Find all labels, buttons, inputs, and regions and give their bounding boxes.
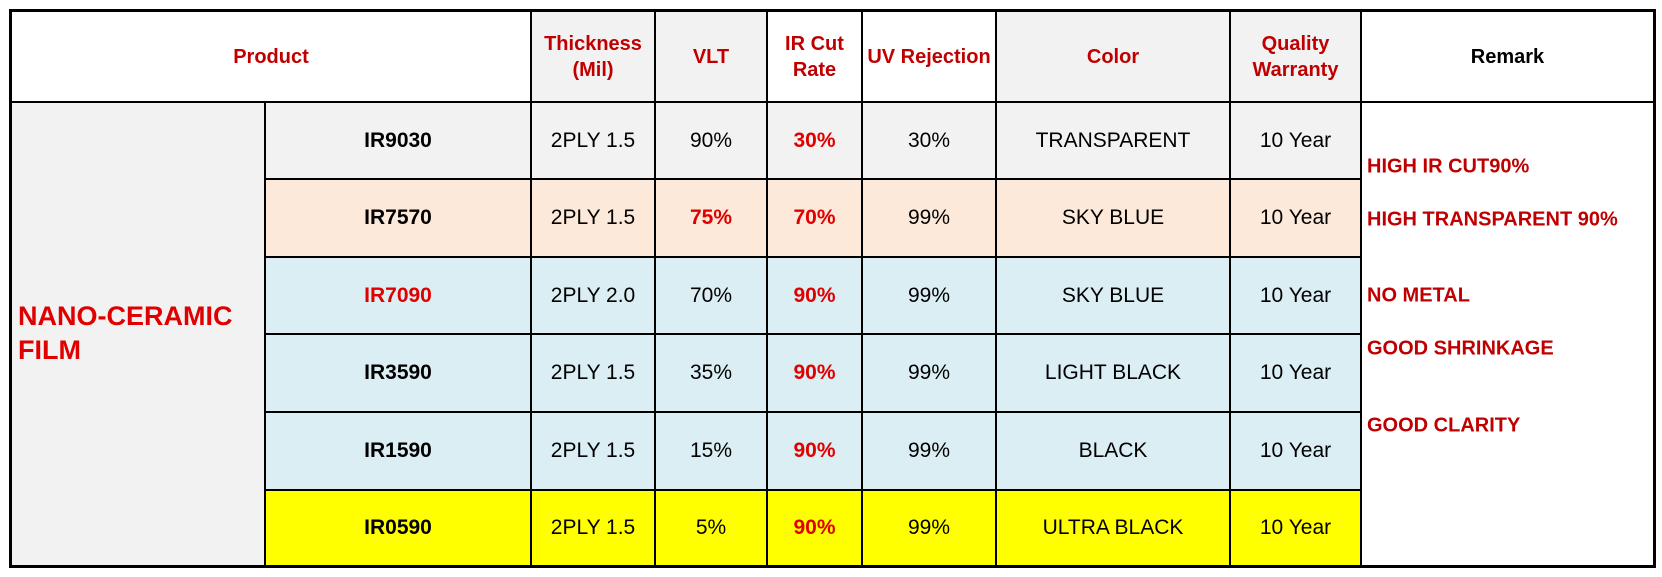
product-cell: IR9030: [265, 102, 531, 179]
data-cell: 5%: [655, 490, 767, 566]
remark: HIGH IR CUT90%: [1367, 155, 1530, 178]
data-cell: 90%: [767, 334, 862, 412]
remark: HIGH TRANSPARENT 90%: [1367, 208, 1618, 231]
data-cell: 99%: [862, 257, 996, 334]
data-cell: ULTRA BLACK: [996, 490, 1230, 566]
header-cell: VLT: [655, 11, 767, 102]
data-cell: 10 Year: [1230, 334, 1361, 412]
data-cell: 2PLY 2.0: [531, 257, 655, 334]
data-cell: 99%: [862, 334, 996, 412]
data-cell: TRANSPARENT: [996, 102, 1230, 179]
data-cell: 90%: [767, 490, 862, 566]
data-cell: 10 Year: [1230, 179, 1361, 257]
remark: GOOD CLARITY: [1367, 414, 1521, 437]
data-cell: 10 Year: [1230, 490, 1361, 566]
product-cell: IR7570: [265, 179, 531, 257]
header-cell: Color: [996, 11, 1230, 102]
data-cell: 90%: [655, 102, 767, 179]
data-cell: 90%: [767, 412, 862, 490]
data-cell: 99%: [862, 412, 996, 490]
header-cell: UV Rejection: [862, 11, 996, 102]
data-cell: 10 Year: [1230, 412, 1361, 490]
remark: GOOD SHRINKAGE: [1367, 337, 1554, 360]
data-cell: 30%: [767, 102, 862, 179]
header-cell: Quality Warranty: [1230, 11, 1361, 102]
data-cell: 70%: [655, 257, 767, 334]
data-cell: 35%: [655, 334, 767, 412]
header-cell: IR Cut Rate: [767, 11, 862, 102]
data-cell: 2PLY 1.5: [531, 102, 655, 179]
data-cell: BLACK: [996, 412, 1230, 490]
data-cell: LIGHT BLACK: [996, 334, 1230, 412]
data-cell: 10 Year: [1230, 257, 1361, 334]
data-cell: 99%: [862, 179, 996, 257]
category-cell: NANO-CERAMIC FILM: [11, 102, 265, 566]
data-cell: SKY BLUE: [996, 257, 1230, 334]
data-cell: 75%: [655, 179, 767, 257]
data-cell: 2PLY 1.5: [531, 490, 655, 566]
data-cell: 90%: [767, 257, 862, 334]
data-cell: 70%: [767, 179, 862, 257]
product-cell: IR0590: [265, 490, 531, 566]
header-cell: Product: [11, 11, 531, 102]
product-cell: IR7090: [265, 257, 531, 334]
data-cell: 10 Year: [1230, 102, 1361, 179]
data-cell: 99%: [862, 490, 996, 566]
product-cell: IR3590: [265, 334, 531, 412]
product-cell: IR1590: [265, 412, 531, 490]
header-cell: Thickness (Mil): [531, 11, 655, 102]
data-cell: SKY BLUE: [996, 179, 1230, 257]
remark-cell: [1361, 102, 1654, 566]
data-cell: 30%: [862, 102, 996, 179]
remark: NO METAL: [1367, 284, 1470, 307]
data-cell: 15%: [655, 412, 767, 490]
data-cell: 2PLY 1.5: [531, 412, 655, 490]
data-cell: 2PLY 1.5: [531, 334, 655, 412]
header-cell: Remark: [1361, 11, 1654, 102]
data-cell: 2PLY 1.5: [531, 179, 655, 257]
